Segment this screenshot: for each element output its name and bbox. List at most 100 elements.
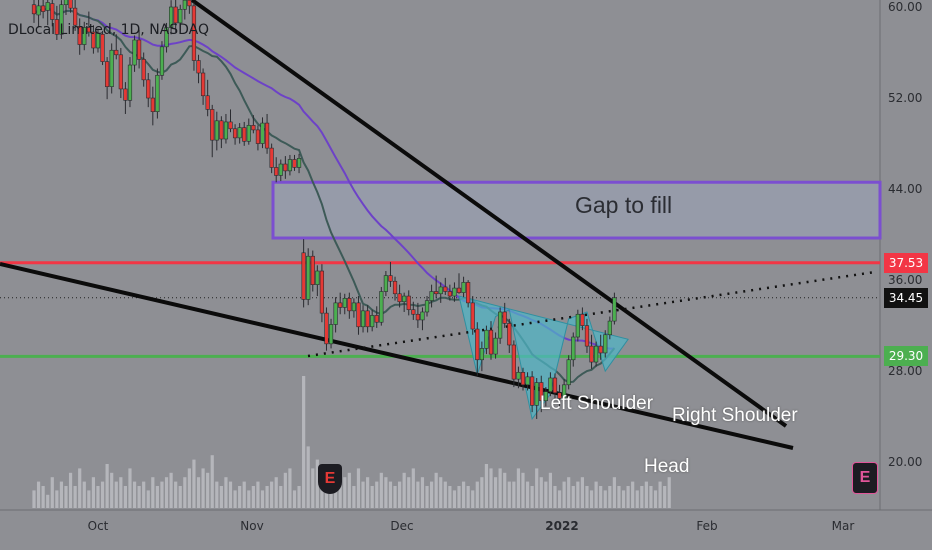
volume-bar	[32, 490, 36, 508]
candle-body	[63, 0, 69, 6]
candle-body	[338, 302, 343, 308]
gap-zone	[271, 180, 882, 240]
candle-body	[397, 293, 402, 303]
volume-bar	[576, 481, 580, 508]
volume-bar	[119, 477, 123, 508]
candle-body	[456, 287, 462, 293]
candle-body	[155, 74, 160, 112]
volume-bar	[183, 477, 187, 508]
candle-body	[356, 302, 361, 328]
volume-bar	[233, 490, 237, 508]
volume-bar	[132, 481, 137, 508]
earnings-upcoming-icon[interactable]: E	[852, 462, 878, 494]
candle-body	[114, 49, 119, 56]
chart-title: DLocal Limited, 1D, NASDAQ	[8, 22, 210, 38]
candle-body	[214, 120, 219, 141]
candle-body	[50, 3, 55, 20]
candle-body	[228, 121, 233, 130]
volume-bar	[640, 486, 644, 508]
volume-bar	[238, 486, 242, 508]
candle-body	[438, 286, 443, 295]
volume-bar	[535, 468, 539, 508]
volume-bar	[466, 486, 470, 508]
earnings-icon[interactable]: E	[318, 464, 342, 494]
candle-body	[283, 163, 288, 172]
x-tick-label: Feb	[696, 519, 718, 533]
volume-bar	[603, 490, 607, 508]
volume-bar	[457, 486, 461, 508]
candle-body	[278, 163, 283, 176]
volume-bar	[649, 486, 653, 508]
x-tick-label: Dec	[390, 519, 414, 533]
volume-bar	[41, 486, 45, 508]
candle-body	[296, 158, 302, 168]
candle-body	[109, 49, 114, 87]
volume-bar	[343, 477, 347, 508]
volume-bar	[608, 486, 612, 508]
candle-body	[434, 291, 439, 295]
volume-bar	[283, 472, 287, 508]
volume-bar	[411, 468, 415, 508]
volume-bar	[361, 481, 365, 508]
volume-bar	[562, 481, 566, 508]
candle-body	[141, 59, 146, 81]
volume-bar	[256, 481, 260, 508]
volume-bar	[306, 446, 310, 508]
candle-body	[319, 270, 325, 314]
candle-body	[73, 7, 78, 26]
volume-bar	[402, 472, 406, 508]
candle-body	[383, 275, 388, 292]
volume-bar	[315, 459, 319, 508]
candle-body	[406, 295, 411, 311]
candle-body	[237, 127, 242, 139]
x-tick-label: Oct	[87, 519, 109, 533]
candle-body	[205, 95, 210, 110]
candle-body	[507, 323, 512, 346]
candle-body	[443, 286, 448, 292]
candle-body	[77, 26, 82, 45]
volume-bar	[64, 486, 68, 508]
volume-bar	[46, 494, 50, 508]
candle-body	[59, 4, 64, 35]
volume-bar	[187, 468, 191, 508]
candle-body	[392, 280, 398, 295]
volume-bar	[137, 486, 141, 508]
candle-body	[210, 109, 215, 141]
volume-bar	[503, 472, 507, 508]
volume-bar	[274, 477, 278, 508]
volume-bar	[302, 376, 306, 508]
candle-body	[402, 295, 407, 303]
volume-bar	[270, 481, 274, 508]
x-tick-label: Mar	[831, 519, 855, 533]
volume-bar	[658, 481, 662, 508]
volume-bar	[36, 481, 41, 508]
candle-body	[598, 345, 603, 354]
volume-bar	[160, 481, 164, 508]
volume-bar	[439, 477, 443, 508]
volume-bar	[571, 486, 575, 508]
candle-body	[159, 46, 165, 76]
candle-body	[488, 329, 494, 355]
volume-bar	[521, 472, 525, 508]
volume-bar	[617, 486, 621, 508]
candle-body	[68, 0, 73, 9]
volume-bar	[210, 455, 214, 508]
volume-bar	[416, 481, 420, 508]
volume-bar	[407, 477, 411, 508]
volume-bar	[667, 477, 671, 508]
candle-body	[475, 328, 480, 361]
volume-bar	[553, 486, 557, 508]
candle-body	[379, 291, 384, 323]
candle-body	[164, 27, 169, 48]
y-tick-label: 44.00	[888, 182, 923, 197]
volume-bar	[91, 477, 96, 508]
x-tick-label: Nov	[240, 519, 264, 533]
candle-body	[584, 325, 590, 347]
volume-bar	[87, 490, 91, 508]
candle-body	[274, 167, 279, 176]
volume-bar	[484, 464, 489, 508]
volume-bar	[169, 472, 173, 508]
candle-body	[548, 377, 553, 392]
